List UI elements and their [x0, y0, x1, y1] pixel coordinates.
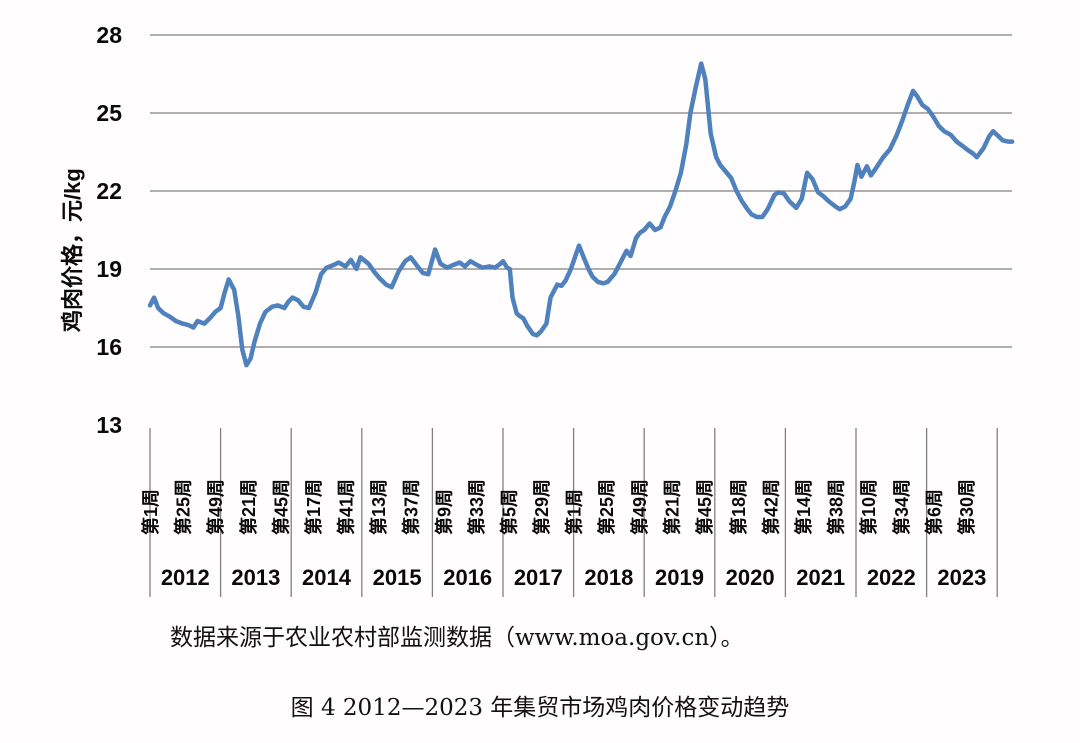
x-week-label: 第42周 [760, 479, 781, 535]
y-axis-title: 鸡肉价格，元/kg [60, 168, 85, 333]
x-week-label: 第37周 [401, 479, 422, 535]
y-tick-label-28: 28 [96, 22, 122, 48]
x-year-label-2012: 2012 [161, 565, 210, 590]
figure-title: 图 4 2012—2023 年集贸市场鸡肉价格变动趋势 [290, 695, 790, 721]
x-week-label: 第10周 [858, 479, 879, 535]
x-week-label: 第21周 [238, 479, 259, 535]
x-week-label: 第14周 [793, 479, 814, 535]
x-year-label-2018: 2018 [584, 565, 633, 590]
x-week-label: 第5周 [498, 489, 519, 535]
x-year-label-2021: 2021 [796, 565, 845, 590]
x-week-label: 第18周 [728, 479, 749, 535]
x-week-label: 第49周 [205, 479, 226, 535]
x-year-label-2013: 2013 [231, 565, 280, 590]
x-week-label: 第49周 [629, 479, 650, 535]
y-tick-label-13: 13 [96, 412, 122, 438]
x-week-label: 第13周 [368, 479, 389, 535]
x-week-label: 第25周 [173, 479, 194, 535]
x-year-label-2017: 2017 [514, 565, 563, 590]
x-week-label: 第38周 [826, 479, 847, 535]
x-year-label-2014: 2014 [302, 565, 352, 590]
y-tick-label-22: 22 [96, 178, 122, 204]
x-week-label: 第1周 [564, 489, 585, 535]
x-week-label: 第6周 [923, 489, 944, 535]
x-year-label-2023: 2023 [937, 565, 986, 590]
x-week-label: 第9周 [433, 489, 454, 535]
x-week-label: 第30周 [956, 479, 977, 535]
x-week-label: 第21周 [661, 479, 682, 535]
x-week-label: 第29周 [531, 479, 552, 535]
x-week-label: 第45周 [694, 479, 715, 535]
x-week-label: 第25周 [596, 479, 617, 535]
x-week-label: 第34周 [891, 479, 912, 535]
y-tick-label-19: 19 [96, 256, 122, 282]
x-year-label-2016: 2016 [443, 565, 492, 590]
x-week-label: 第33周 [466, 479, 487, 535]
y-tick-label-16: 16 [96, 334, 122, 360]
x-year-label-2019: 2019 [655, 565, 704, 590]
x-year-label-2020: 2020 [726, 565, 775, 590]
x-week-label: 第1周 [140, 489, 161, 535]
y-tick-label-25: 25 [96, 100, 122, 126]
data-source-caption: 数据来源于农业农村部监测数据（www.moa.gov.cn）。 [170, 625, 744, 651]
x-week-label: 第45周 [270, 479, 291, 535]
x-year-label-2022: 2022 [867, 565, 916, 590]
x-week-label: 第17周 [303, 479, 324, 535]
x-year-label-2015: 2015 [373, 565, 422, 590]
x-week-label: 第41周 [336, 479, 357, 535]
price-series-line [147, 61, 1015, 368]
